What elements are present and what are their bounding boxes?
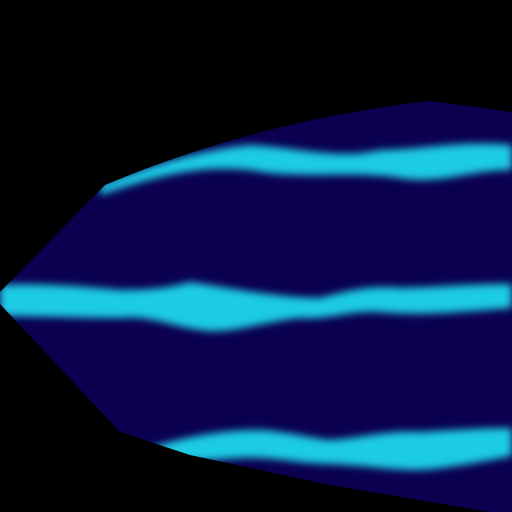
texture-canvas <box>0 0 512 512</box>
